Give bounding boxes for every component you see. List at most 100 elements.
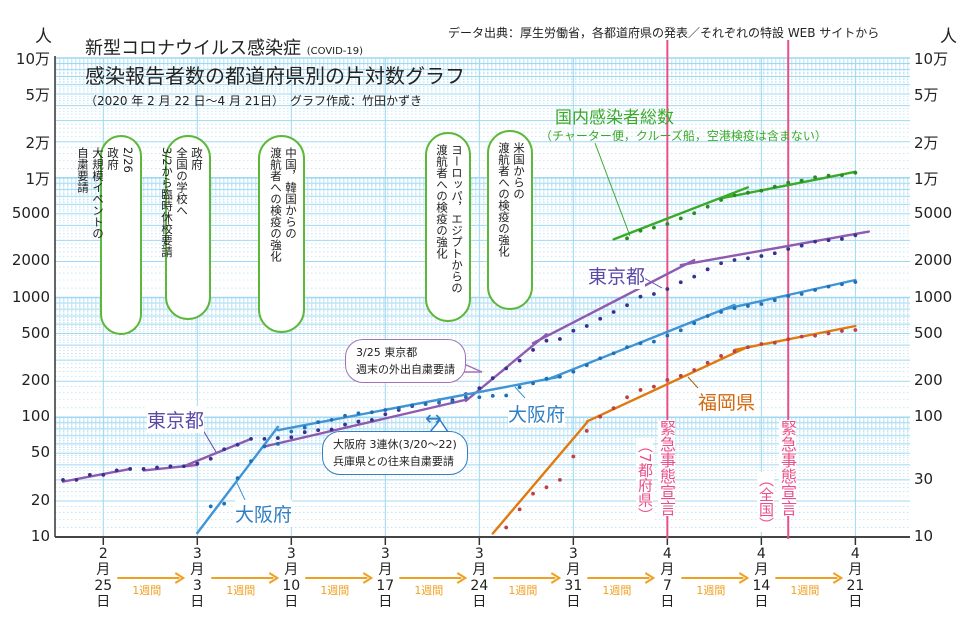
data-point-osaka xyxy=(826,284,831,289)
data-point-national xyxy=(853,170,858,175)
data-point-osaka xyxy=(262,444,267,449)
y-tick-label: 2000 xyxy=(11,251,50,270)
policy-callout: ヨーロッパ，エジプトからの 渡航者への検疫の強化 xyxy=(425,132,471,322)
callout-line: 全国の学校へ xyxy=(175,147,189,216)
x-tick-label-part: 4 xyxy=(756,546,766,562)
callout-line: 渡航者への検疫の強化 xyxy=(269,147,283,262)
data-point-fukuoka xyxy=(840,329,844,333)
data-point-tokyo xyxy=(128,467,133,471)
y-tick-label: 500 xyxy=(21,323,50,342)
week-arrow-head-icon xyxy=(268,572,280,584)
tokyo-leader-line-left xyxy=(202,429,217,453)
x-tick-label-part: 3 xyxy=(474,546,484,562)
data-point-fukuoka xyxy=(678,373,683,378)
data-point-osaka xyxy=(799,292,804,296)
fukuoka-leader-line xyxy=(687,376,699,389)
emergency-scope-national: （全国） xyxy=(757,472,775,532)
data-point-osaka xyxy=(840,282,844,287)
callout-line: 3/2から臨時休校要請 xyxy=(160,147,174,258)
data-point-tokyo xyxy=(746,256,750,261)
data-point-osaka xyxy=(464,395,468,400)
data-point-tokyo xyxy=(638,294,643,299)
osaka-label-left: 大阪府 xyxy=(235,500,293,527)
data-point-osaka xyxy=(544,376,549,381)
week-arrow-head-icon xyxy=(738,572,750,584)
data-point-tokyo xyxy=(517,358,522,363)
y-tick-label: 1000 xyxy=(11,287,50,306)
data-point-national xyxy=(786,180,791,185)
y-tick-label: 1万 xyxy=(25,169,50,188)
data-point-osaka xyxy=(746,304,750,308)
x-tick-label-part: 月 xyxy=(848,562,863,578)
data-point-fukuoka xyxy=(652,384,656,389)
data-point-tokyo xyxy=(719,261,723,266)
x-tick-label-part: 10 xyxy=(282,578,301,594)
data-point-fukuoka xyxy=(799,334,804,339)
trend-line-national xyxy=(612,186,750,241)
data-point-tokyo xyxy=(652,292,656,296)
x-tick-label-part: 月 xyxy=(566,562,581,578)
national-leader-line xyxy=(594,142,631,237)
x-tick-label-part: 日 xyxy=(190,594,205,610)
osaka-callout-line2: 兵庫県との往来自粛要請 xyxy=(333,455,454,468)
data-point-tokyo xyxy=(813,239,817,244)
tokyo-leader-line-right xyxy=(643,277,663,289)
x-tick-label-part: 月 xyxy=(378,562,393,578)
data-point-osaka xyxy=(772,298,777,303)
callout-line: 米国からの xyxy=(512,142,526,200)
trend-line-tokyo xyxy=(182,437,253,468)
data-point-osaka xyxy=(652,339,656,344)
data-point-fukuoka xyxy=(719,354,723,358)
data-point-osaka xyxy=(813,288,817,292)
data-point-osaka xyxy=(343,413,347,418)
data-point-fukuoka xyxy=(786,337,791,342)
x-tick-label-part: 2 xyxy=(98,546,108,562)
callout-line: ヨーロッパ，エジプトからの xyxy=(450,144,464,294)
policy-callout: 政府 全国の学校へ 3/2から臨時休校要請 xyxy=(160,135,211,320)
x-tick-label: 3 月 24 日 xyxy=(467,546,491,610)
tokyo-label-left: 東京都 xyxy=(147,406,205,433)
data-point-tokyo xyxy=(665,287,670,291)
trend-line-fukuoka xyxy=(733,324,857,352)
data-point-osaka xyxy=(504,393,509,398)
data-point-fukuoka xyxy=(705,360,710,365)
callout-line: 政府 xyxy=(190,147,204,170)
y-tick-label: 100 xyxy=(914,407,943,426)
emergency-scope-7-prefectures: （7都府県） xyxy=(636,438,654,523)
data-point-osaka xyxy=(410,403,415,408)
grid xyxy=(55,57,910,538)
data-point-tokyo xyxy=(356,419,361,424)
data-point-tokyo xyxy=(289,435,294,440)
data-point-osaka xyxy=(477,395,482,400)
x-tick-label-part: 月 xyxy=(284,562,299,578)
data-point-osaka xyxy=(625,345,629,350)
week-label: 1週間 xyxy=(226,584,256,597)
data-point-osaka xyxy=(584,363,589,368)
chart-subtitle: （2020 年 2 月 22 日〜4 月 21日） グラフ作成：竹田かずき xyxy=(85,94,423,108)
x-tick-label: 2 月 25 日 xyxy=(91,546,115,610)
trend-line-tokyo xyxy=(531,258,696,345)
x-tick-label-part: 月 xyxy=(754,562,769,578)
tokyo-callout-line1: 3/25 東京都 xyxy=(356,346,418,359)
data-point-tokyo xyxy=(786,247,791,251)
data-point-fukuoka xyxy=(826,331,831,336)
data-point-osaka xyxy=(450,399,455,404)
x-tick-label-part: 日 xyxy=(566,594,581,610)
data-point-tokyo xyxy=(74,477,79,482)
data-point-national xyxy=(826,173,831,178)
data-point-national xyxy=(772,184,777,189)
data-point-tokyo xyxy=(329,427,334,432)
data-point-osaka xyxy=(786,294,791,298)
y-tick-label: 50 xyxy=(30,443,50,462)
osaka-callout-line1: 大阪府 3連休(3/20〜22) xyxy=(333,438,457,451)
x-tick-label: 3 月 17 日 xyxy=(373,546,397,610)
x-tick-label-part: 14 xyxy=(752,578,771,594)
data-point-osaka xyxy=(369,410,374,415)
data-point-osaka xyxy=(611,351,616,356)
data-point-fukuoka xyxy=(598,414,603,419)
y-tick-label: 10 xyxy=(30,527,50,545)
x-tick-label-part: 25 xyxy=(94,578,113,594)
week-arrow-head-icon xyxy=(174,572,186,584)
data-point-fukuoka xyxy=(584,428,589,433)
trend-line-tokyo xyxy=(263,398,468,448)
